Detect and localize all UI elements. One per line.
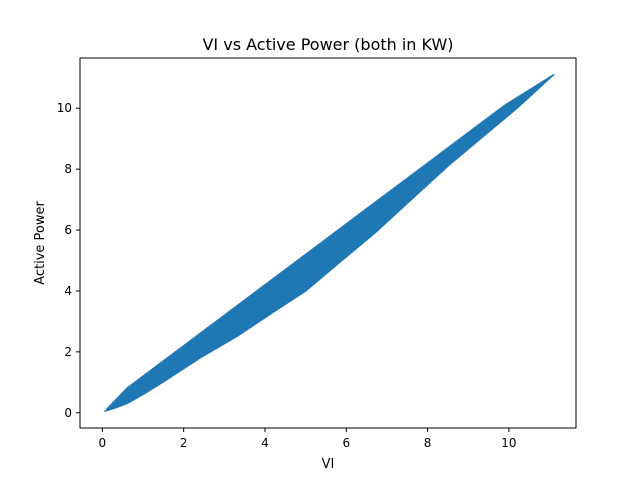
y-tick-label: 0 [64, 406, 72, 420]
y-tick-label: 6 [64, 223, 72, 237]
data-fill-region [104, 74, 554, 412]
y-tick-label: 4 [64, 284, 72, 298]
x-axis-label: VI [322, 457, 335, 472]
x-tick-label: 10 [501, 436, 516, 450]
y-tick-label: 8 [64, 162, 72, 176]
y-tick-label: 10 [57, 101, 72, 115]
plot-area: 0 2 4 6 8 10 0 2 4 6 8 10 [57, 57, 577, 450]
plot-frame [79, 57, 577, 429]
chart-title: VI vs Active Power (both in KW) [202, 35, 453, 54]
x-tick-label: 4 [261, 436, 269, 450]
series-layer [104, 73, 555, 413]
x-tick-label: 6 [342, 436, 350, 450]
x-tick-label: 8 [424, 436, 432, 450]
x-axis: 0 2 4 6 8 10 [99, 428, 517, 450]
y-axis-label: Active Power [33, 201, 48, 285]
series-line [104, 73, 555, 413]
x-tick-label: 0 [99, 436, 107, 450]
dense-data-band [104, 74, 554, 412]
y-axis: 0 2 4 6 8 10 [57, 101, 80, 420]
x-tick-label: 2 [180, 436, 188, 450]
y-tick-label: 2 [64, 345, 72, 359]
